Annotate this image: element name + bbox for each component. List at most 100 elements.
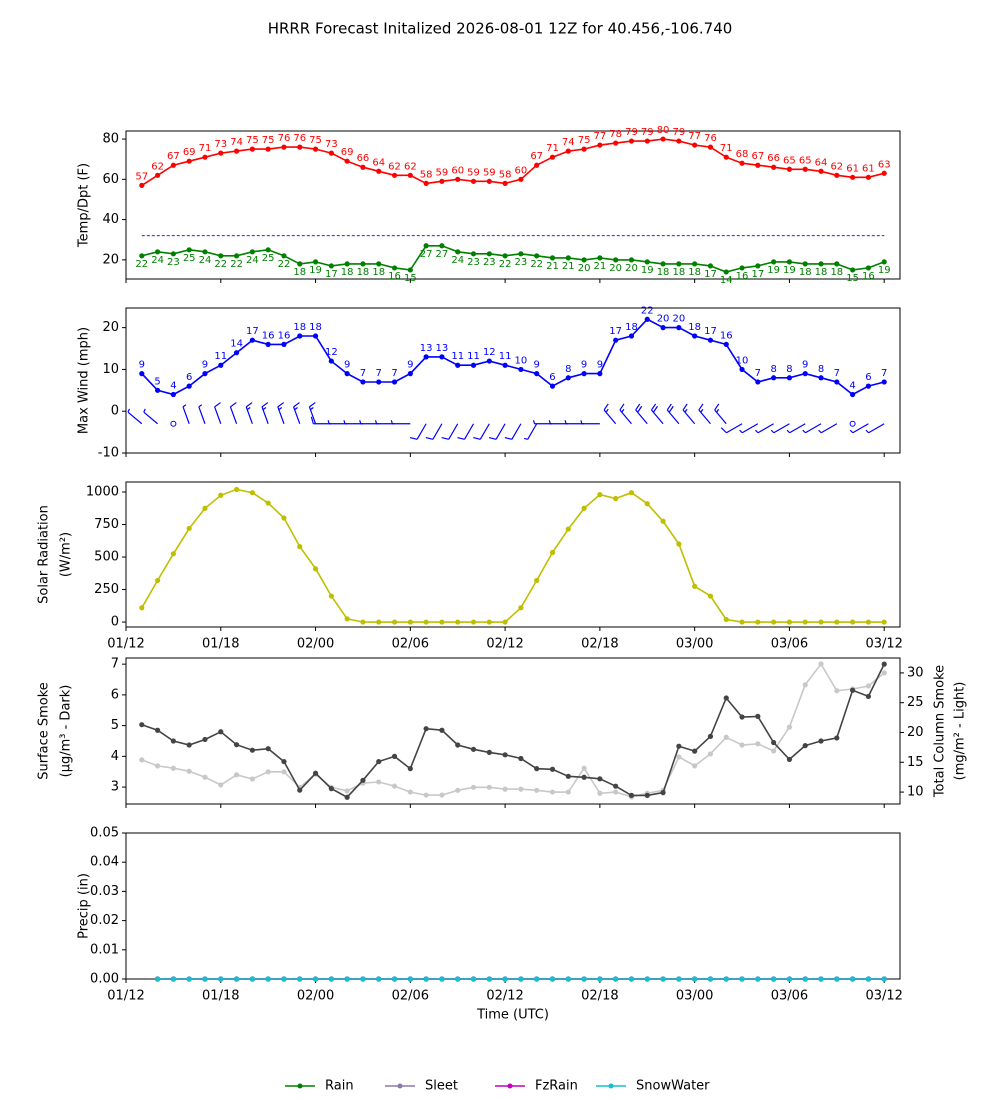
point [865,383,872,389]
point [328,358,334,364]
point [312,770,319,776]
data-label: 8 [770,364,776,375]
data-label: 27 [420,249,433,260]
point [218,976,224,982]
point [707,976,714,982]
point [534,976,540,982]
point [565,526,571,532]
data-label: 75 [309,135,322,146]
data-label: 18 [799,267,812,278]
data-label: 17 [325,269,338,280]
wind-barb [127,408,143,425]
data-label: 74 [230,137,243,148]
data-label: 67 [751,151,764,162]
y-tick-label: 0.02 [90,913,119,928]
data-label: 11 [499,351,512,362]
point [312,146,319,152]
point [455,742,461,748]
data-label: 18 [625,322,638,333]
wind-barb [698,403,711,425]
point [676,743,682,749]
point [202,505,208,511]
data-label: 76 [293,133,306,144]
point [786,375,793,381]
point [470,619,477,625]
point [597,790,603,796]
point [265,976,271,982]
point [328,263,334,269]
point [423,180,429,186]
point [218,362,224,368]
point [850,619,856,625]
series-line [141,662,885,798]
wind-barb [310,416,332,425]
point [549,154,556,160]
point [613,976,619,982]
point [154,172,161,178]
point [455,249,461,255]
data-label: 24 [151,255,164,266]
data-label: 19 [641,265,654,276]
point [613,140,619,146]
point [360,619,366,625]
data-label: 16 [388,271,401,282]
point [739,976,745,982]
point [755,713,761,720]
point [486,976,492,982]
point [644,138,650,144]
y-tick-label: 1000 [86,485,119,500]
point [265,769,271,775]
point [802,166,808,172]
data-label: 69 [341,147,354,158]
point [139,757,145,763]
data-label: 22 [641,305,654,316]
point [534,577,540,584]
data-label: 16 [278,330,291,341]
point [249,146,255,152]
data-label: 75 [262,135,275,146]
wind-barb [308,402,317,424]
wind-barb [143,408,158,425]
point [202,774,208,780]
point [265,146,271,152]
point [565,773,571,779]
point [312,259,319,265]
point [549,766,556,772]
point [470,746,477,752]
point [186,158,192,164]
point [692,261,698,267]
data-label: 20 [672,314,685,325]
wind-barb [343,420,363,425]
point [154,249,161,255]
data-label: 19 [309,265,322,276]
point [328,976,334,982]
point [644,259,650,265]
data-label: 20 [609,263,622,274]
data-label: 18 [672,267,685,278]
point [518,251,524,257]
point [265,746,271,752]
data-label: 71 [720,143,733,154]
x-tick-label: 03/12 [865,989,902,1004]
wind-barb [666,403,680,425]
data-label: 17 [704,326,717,337]
point [786,259,793,265]
wind-barb [849,423,869,434]
point [881,661,887,667]
point [518,786,524,792]
point [233,148,240,154]
point [154,387,161,393]
point [218,782,224,788]
point [297,544,303,550]
point [186,976,192,982]
wind-barb [390,420,411,425]
point [202,154,208,160]
data-label: 7 [755,368,761,379]
data-label: 25 [262,253,275,264]
axis-label: Solar Radiation [37,505,52,604]
data-label: 62 [404,161,417,172]
point [534,371,540,377]
point [344,261,350,267]
legend-marker [397,1083,403,1089]
data-label: 71 [546,143,559,154]
